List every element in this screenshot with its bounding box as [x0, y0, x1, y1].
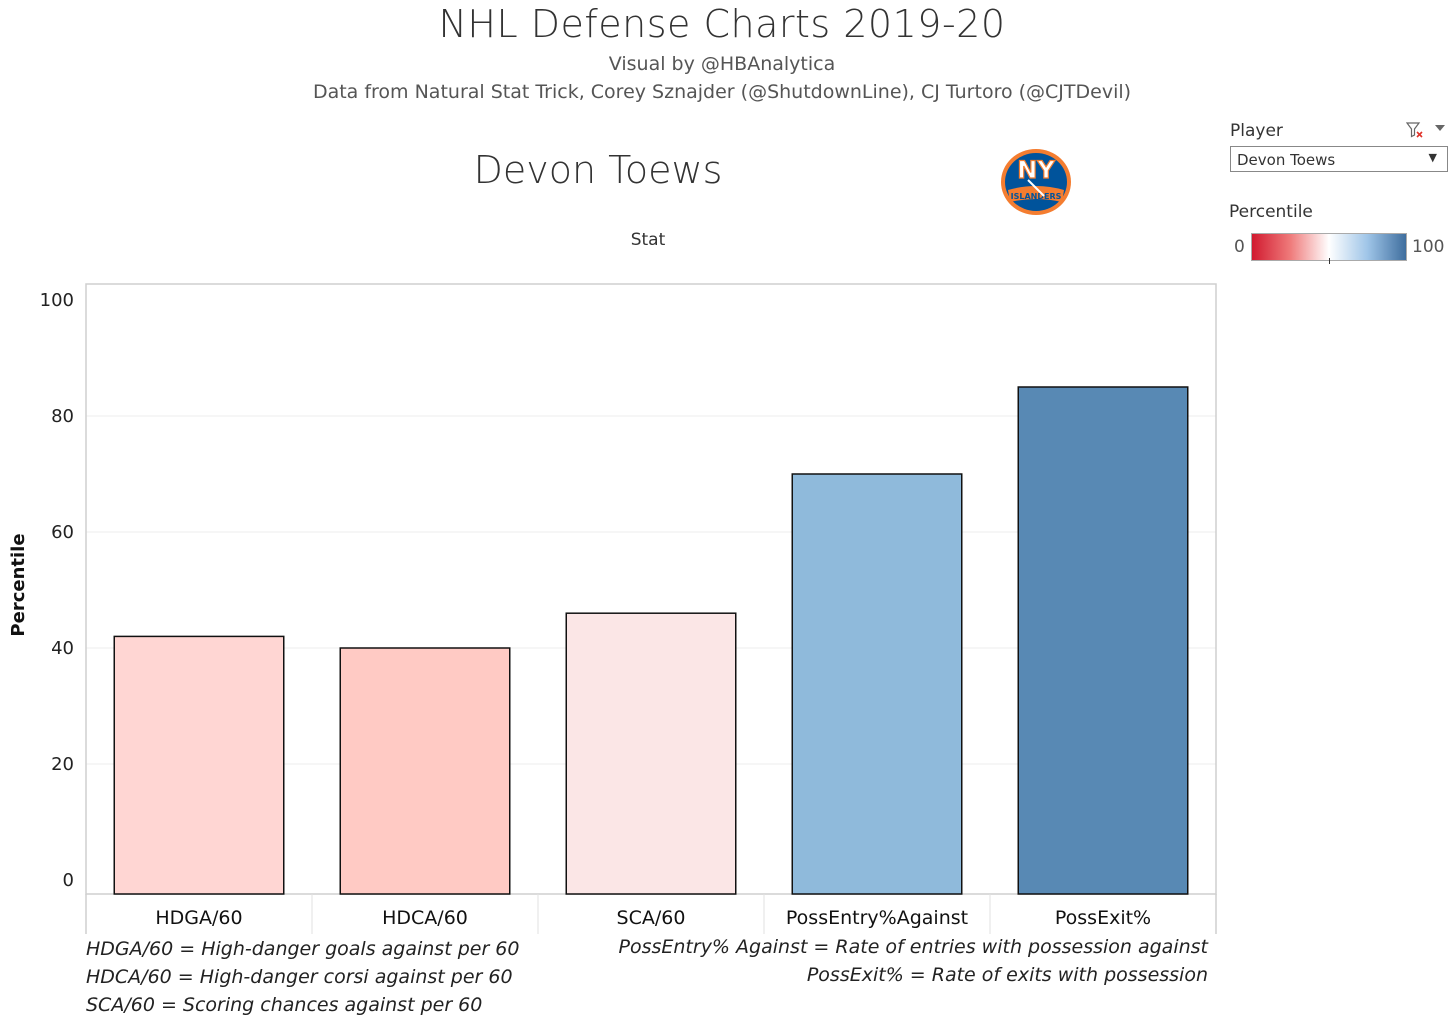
dashboard-title: NHL Defense Charts 2019-20: [438, 2, 1006, 46]
player-select-value: Devon Toews: [1237, 151, 1336, 169]
x-tick-label: HDGA/60: [155, 907, 242, 929]
legend-midpoint-marker: [1329, 258, 1330, 264]
x-tick-label: SCA/60: [617, 907, 686, 929]
bar-hdga-60[interactable]: [113, 635, 285, 895]
bar-sca-60[interactable]: [565, 612, 737, 895]
data-credit: Data from Natural Stat Trick, Corey Szna…: [312, 81, 1132, 103]
footnote-sca: SCA/60 = Scoring chances against per 60: [86, 994, 483, 1016]
y-tick-label: 0: [63, 870, 74, 891]
footnote-possexit: PossExit% = Rate of exits with possessio…: [806, 964, 1208, 986]
chevron-down-icon[interactable]: [1433, 121, 1447, 135]
x-tick-label: PossEntry%Against: [786, 907, 968, 929]
player-select-dropdown[interactable]: Devon Toews ▼: [1230, 146, 1448, 172]
player-name-heading: Devon Toews: [473, 148, 723, 192]
x-tick-label: PossExit%: [1055, 907, 1151, 929]
chart-bars: [113, 386, 1189, 895]
y-tick-label: 100: [40, 290, 74, 311]
svg-text:NY: NY: [1017, 156, 1055, 184]
y-tick-label: 60: [51, 522, 74, 543]
y-tick-label: 20: [51, 754, 74, 775]
y-axis-ticks: 0 20 40 60 80 100: [40, 290, 74, 891]
footnote-hdga: HDGA/60 = High-danger goals against per …: [86, 938, 520, 960]
y-tick-label: 40: [51, 638, 74, 659]
footnote-possentry: PossEntry% Against = Rate of entries wit…: [618, 936, 1209, 958]
y-tick-label: 80: [51, 406, 74, 427]
new-york-islanders-logo: NY ISLANDERS: [1001, 149, 1071, 215]
x-axis-ticks: HDGA/60 HDCA/60 SCA/60 PossEntry%Against Pos…: [155, 907, 1151, 929]
column-header-stat: Stat: [630, 230, 666, 250]
bar-possexit-[interactable]: [1017, 386, 1189, 895]
footnote-hdca: HDCA/60 = High-danger corsi against per …: [86, 966, 513, 988]
legend-min-label: 0: [1234, 237, 1245, 257]
legend-color-ramp: [1251, 233, 1407, 261]
bar-hdca-60[interactable]: [339, 647, 511, 895]
percentile-bar-chart: 0 20 40 60 80 100 HDGA/60 HDCA/60 SCA/60 PossEnt…: [8, 283, 1217, 934]
legend-max-label: 100: [1412, 237, 1445, 257]
visual-credit: Visual by @HBAnalytica: [608, 53, 836, 75]
player-filter-label: Player: [1230, 121, 1283, 141]
x-tick-label: HDCA/60: [382, 907, 468, 929]
dropdown-arrow-icon: ▼: [1428, 151, 1437, 164]
filter-clear-icon[interactable]: [1406, 121, 1424, 139]
y-axis-label: Percentile: [8, 533, 29, 636]
bar-possentry-against[interactable]: [791, 473, 963, 895]
legend-title: Percentile: [1229, 202, 1313, 222]
svg-text:ISLANDERS: ISLANDERS: [1011, 192, 1062, 201]
